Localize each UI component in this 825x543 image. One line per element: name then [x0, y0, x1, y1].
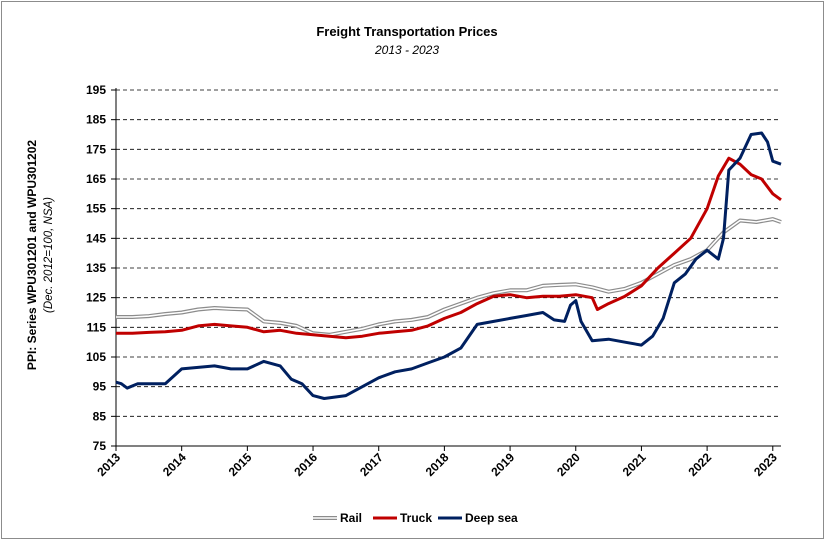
x-tick-label: 2013 — [94, 450, 123, 479]
legend: Rail Truck Deep sea — [313, 511, 518, 525]
x-tick-label: 2021 — [620, 450, 649, 479]
y-tick-label: 165 — [86, 172, 106, 186]
x-tick-label: 2022 — [685, 450, 714, 479]
chart-subtitle: 2013 - 2023 — [374, 43, 439, 57]
x-tick-label: 2015 — [226, 450, 255, 479]
y-tick-label: 145 — [86, 231, 106, 245]
y-tick-label: 85 — [93, 409, 107, 423]
x-tick-label: 2017 — [357, 450, 386, 479]
x-tick-label: 2020 — [554, 450, 583, 479]
y-tick-label: 155 — [86, 202, 106, 216]
x-tick-label: 2014 — [160, 450, 189, 479]
x-tick-label: 2023 — [751, 450, 780, 479]
x-tick-label: 2016 — [291, 450, 320, 479]
legend-label-truck: Truck — [400, 511, 432, 525]
y-axis-title: PPI: Series WPU301201 and WPU301202 — [25, 140, 39, 370]
axes: 75 85 95 105 115 125 135 145 155 165 175 185 195 2013… — [86, 83, 781, 479]
y-tick-label: 95 — [93, 380, 107, 394]
x-tick-label: 2019 — [488, 450, 517, 479]
y-tick-label: 115 — [87, 320, 107, 334]
y-tick-label: 195 — [86, 83, 106, 97]
series-lines — [115, 131, 782, 400]
legend-label-deep-sea: Deep sea — [465, 511, 518, 525]
y-tick-label: 135 — [86, 261, 106, 275]
series-line-rail-inner — [116, 218, 782, 336]
chart-title: Freight Transportation Prices — [316, 24, 497, 39]
y-tick-label: 75 — [93, 439, 107, 453]
y-tick-label: 105 — [86, 350, 106, 364]
y-axis-subtitle: (Dec. 2012=100, NSA) — [43, 197, 55, 313]
series-line-deep-sea — [115, 131, 782, 400]
legend-label-rail: Rail — [340, 511, 362, 525]
series-line-truck — [116, 156, 782, 340]
x-tick-label: 2018 — [423, 450, 452, 479]
y-tick-label: 125 — [86, 291, 106, 305]
y-tick-label: 185 — [86, 113, 106, 127]
y-tick-label: 175 — [86, 142, 106, 156]
